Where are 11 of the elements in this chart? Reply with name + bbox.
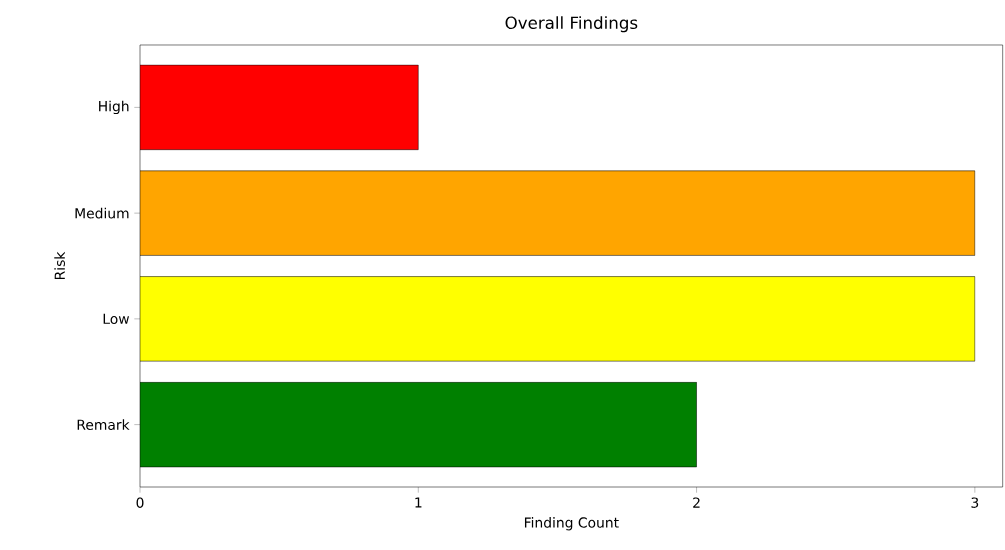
x-tick-label: 1 bbox=[415, 497, 422, 508]
y-tick-label: Medium bbox=[75, 207, 129, 219]
y-tick-label: Remark bbox=[77, 419, 130, 430]
y-tick-label: Low bbox=[103, 313, 130, 325]
x-tick-label: 0 bbox=[136, 497, 144, 508]
x-axis-title: Finding Count bbox=[524, 517, 619, 531]
y-tick-label: High bbox=[99, 100, 129, 115]
y-axis-title: Risk bbox=[54, 251, 65, 280]
x-tick-label: 2 bbox=[693, 497, 700, 508]
x-tick-label: 3 bbox=[971, 497, 979, 508]
chart-title: Overall Findings bbox=[505, 16, 638, 33]
